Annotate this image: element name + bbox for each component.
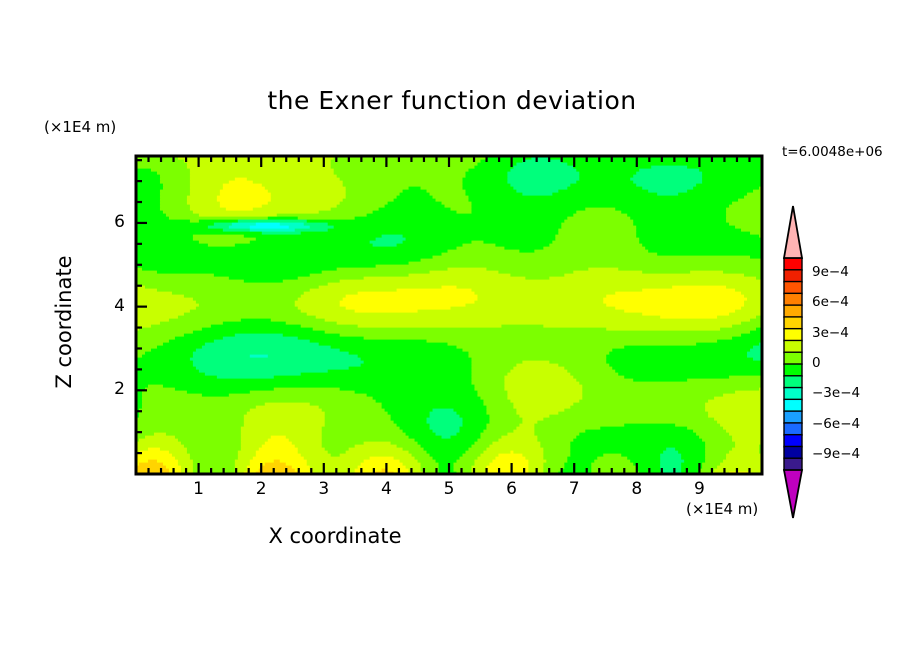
x-tick-label: 2 [255, 479, 267, 499]
colorbar [782, 205, 804, 519]
y-tick-label: 2 [114, 379, 125, 400]
x-tick-label: 6 [506, 479, 517, 499]
x-axis-title: X coordinate [268, 524, 402, 548]
page-title: the Exner function deviation [267, 86, 637, 115]
x-tick-label: 5 [443, 479, 455, 499]
x-tick-label: 8 [631, 479, 643, 499]
axis-ticks [136, 156, 751, 474]
colorbar-tick-label: 3e−4 [812, 324, 849, 341]
colorbar-tick-label: −6e−4 [812, 415, 861, 432]
x-tick-label: 3 [318, 479, 330, 499]
colorbar-tick-label: 0 [812, 355, 821, 371]
x-tick-label: 9 [693, 479, 705, 499]
colorbar-tick-label: 9e−4 [812, 264, 849, 281]
time-stamp-annotation: t=6.0048e+06 [782, 144, 883, 160]
y-tick-label: 4 [114, 295, 125, 316]
x-tick-label: 4 [380, 479, 392, 499]
contour-field [136, 156, 762, 474]
x-tick-label: 1 [193, 479, 204, 499]
x-axis-unit-label: (×1E4 m) [686, 500, 759, 518]
colorbar-tick-label: −9e−4 [812, 445, 861, 462]
x-tick-label: 7 [568, 479, 580, 499]
y-axis-unit-label: (×1E4 m) [44, 118, 117, 136]
colorbar-tick-label: −3e−4 [812, 385, 861, 402]
colorbar-tick-label: 6e−4 [812, 294, 849, 311]
y-tick-label: 6 [114, 211, 125, 232]
